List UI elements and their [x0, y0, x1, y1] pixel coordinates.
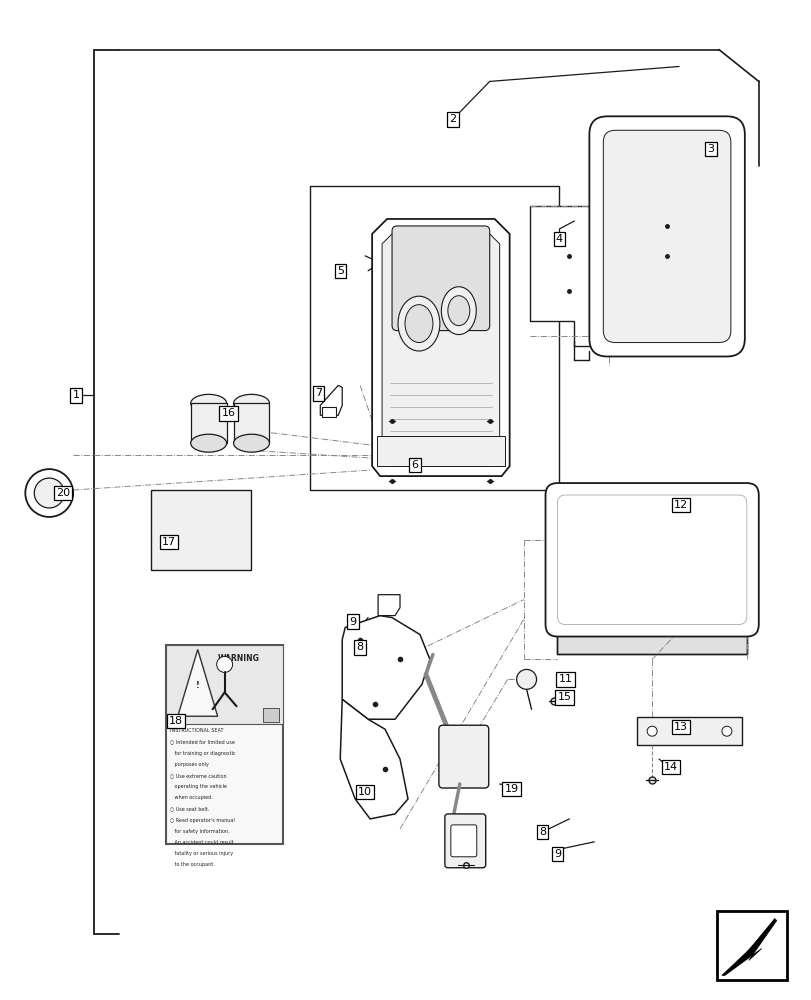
Polygon shape: [557, 625, 746, 654]
Text: operating the vehicle: operating the vehicle: [169, 784, 226, 789]
Bar: [263, 708, 279, 722]
Text: 7: 7: [315, 388, 321, 398]
Bar: [637, 717, 741, 745]
Text: for training or diagnostic: for training or diagnostic: [169, 751, 235, 756]
Text: 17: 17: [161, 537, 176, 547]
Bar: [716, 911, 786, 980]
FancyBboxPatch shape: [450, 825, 476, 857]
Circle shape: [646, 726, 656, 736]
Text: 18: 18: [169, 716, 182, 726]
Text: An accident could result: An accident could result: [169, 840, 233, 845]
Ellipse shape: [448, 296, 470, 326]
Text: 16: 16: [221, 408, 235, 418]
Text: 19: 19: [504, 784, 518, 794]
FancyBboxPatch shape: [603, 130, 730, 343]
Ellipse shape: [405, 305, 432, 343]
Polygon shape: [310, 186, 559, 490]
Text: WARNING: WARNING: [217, 654, 260, 663]
Circle shape: [34, 478, 64, 508]
Polygon shape: [178, 649, 217, 716]
Polygon shape: [378, 595, 400, 616]
Bar: [322, 407, 336, 417]
Polygon shape: [371, 219, 509, 476]
Text: 15: 15: [557, 692, 571, 702]
Text: 13: 13: [673, 722, 687, 732]
Text: 9: 9: [553, 849, 560, 859]
Bar: [151, 490, 251, 570]
Text: for safety information.: for safety information.: [169, 829, 230, 834]
FancyBboxPatch shape: [439, 725, 488, 788]
Text: ○ Intended for limited use: ○ Intended for limited use: [169, 739, 234, 744]
Text: 12: 12: [673, 500, 687, 510]
Polygon shape: [340, 699, 407, 819]
Text: 3: 3: [706, 144, 714, 154]
Text: 1: 1: [72, 390, 79, 400]
Text: purposes only: purposes only: [169, 762, 208, 767]
Text: 10: 10: [358, 787, 371, 797]
Text: INSTRUCTIONAL SEAT: INSTRUCTIONAL SEAT: [169, 728, 223, 733]
Text: !: !: [195, 681, 200, 690]
Circle shape: [516, 669, 536, 689]
Ellipse shape: [191, 434, 226, 452]
Polygon shape: [529, 206, 607, 346]
Text: when occupied.: when occupied.: [169, 795, 212, 800]
Bar: [234, 403, 269, 443]
Ellipse shape: [441, 287, 476, 335]
Text: 6: 6: [411, 460, 418, 470]
FancyBboxPatch shape: [444, 814, 485, 868]
Circle shape: [25, 469, 73, 517]
Text: 20: 20: [56, 488, 71, 498]
FancyBboxPatch shape: [589, 116, 744, 356]
Text: 11: 11: [558, 674, 572, 684]
Text: ○ Use seat belt.: ○ Use seat belt.: [169, 806, 208, 811]
Polygon shape: [320, 385, 341, 415]
Text: ○ Use extreme caution: ○ Use extreme caution: [169, 773, 226, 778]
Polygon shape: [341, 616, 429, 719]
Ellipse shape: [234, 394, 269, 412]
Ellipse shape: [234, 434, 269, 452]
Text: 8: 8: [356, 642, 363, 652]
Circle shape: [217, 656, 232, 672]
Text: ○ Read operator's manual: ○ Read operator's manual: [169, 818, 234, 823]
FancyBboxPatch shape: [545, 483, 757, 637]
Circle shape: [721, 726, 731, 736]
Text: fatality or serious injury: fatality or serious injury: [169, 851, 233, 856]
Text: to the occupant.: to the occupant.: [169, 862, 214, 867]
Ellipse shape: [191, 394, 226, 412]
FancyBboxPatch shape: [376, 436, 504, 466]
Text: 8: 8: [539, 827, 546, 837]
Text: 2: 2: [448, 114, 456, 124]
Text: 5: 5: [337, 266, 343, 276]
Text: 4: 4: [556, 234, 562, 244]
Text: 9: 9: [350, 617, 356, 627]
Bar: [191, 403, 226, 443]
Ellipse shape: [397, 296, 440, 351]
Text: 14: 14: [663, 762, 677, 772]
Bar: [165, 645, 283, 724]
Polygon shape: [721, 919, 776, 975]
FancyBboxPatch shape: [392, 226, 489, 331]
Polygon shape: [382, 229, 499, 466]
Bar: [165, 645, 283, 844]
